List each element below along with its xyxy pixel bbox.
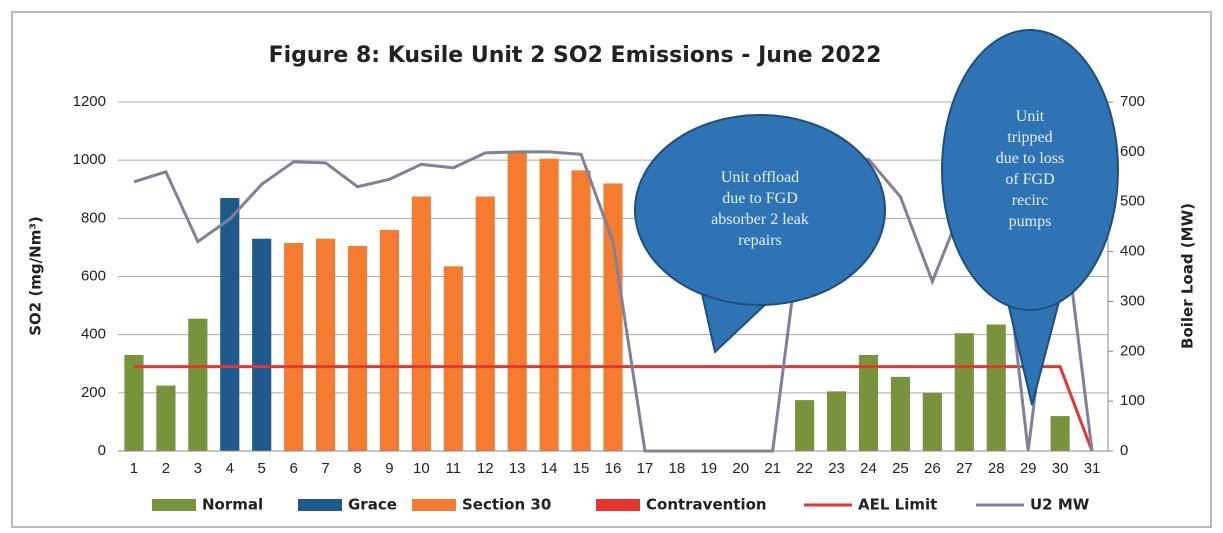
x-tick-label: 25 <box>892 460 909 477</box>
bar <box>795 400 815 451</box>
bar <box>954 333 974 451</box>
bar <box>411 196 431 451</box>
bar <box>347 245 368 451</box>
bar <box>507 152 527 452</box>
x-tick-label: 27 <box>956 460 973 477</box>
x-tick-label: 8 <box>353 460 361 477</box>
legend-swatch <box>298 499 342 511</box>
callout-text: due to FGD <box>722 190 798 207</box>
bar <box>858 355 879 451</box>
y-tick-label: 400 <box>81 326 106 343</box>
y-tick-label: 800 <box>81 209 106 226</box>
y-tick-label: 200 <box>81 384 106 401</box>
x-tick-label: 29 <box>1020 460 1037 477</box>
bar <box>539 158 559 451</box>
callout-text: due to loss <box>996 150 1064 167</box>
x-tick-label: 23 <box>828 460 845 477</box>
chart-title: Figure 8: Kusile Unit 2 SO2 Emissions - … <box>269 43 882 68</box>
bar <box>124 355 144 451</box>
bar <box>252 238 272 451</box>
bar <box>156 385 176 451</box>
x-tick-label: 13 <box>509 460 526 477</box>
legend-swatch <box>152 499 196 511</box>
y-tick-label: 1200 <box>73 93 106 110</box>
x-tick-label: 7 <box>321 460 329 477</box>
legend-label: U2 MW <box>1030 496 1090 514</box>
callout-text: pumps <box>1009 213 1052 230</box>
legend-label: Normal <box>202 496 263 514</box>
x-tick-label: 18 <box>669 460 686 477</box>
x-tick-label: 10 <box>413 460 430 477</box>
x-tick-label: 31 <box>1084 460 1101 477</box>
y2-tick-label: 200 <box>1120 342 1145 359</box>
bar <box>220 197 240 451</box>
x-tick-label: 21 <box>764 460 781 477</box>
x-tick-label: 24 <box>860 460 877 477</box>
bar <box>890 376 910 451</box>
callout-bubble <box>941 29 1119 311</box>
x-tick-label: 16 <box>605 460 622 477</box>
callout-text: repairs <box>738 232 782 249</box>
x-tick-label: 20 <box>732 460 749 477</box>
x-tick-label: 3 <box>194 460 202 477</box>
line-series <box>133 150 1094 453</box>
legend-swatch <box>596 499 640 511</box>
legend-label: Section 30 <box>462 496 551 514</box>
bar <box>986 324 1006 451</box>
x-tick-label: 17 <box>637 460 654 477</box>
y2-tick-label: 0 <box>1120 442 1128 459</box>
y-tick-label: 0 <box>98 442 106 459</box>
x-tick-label: 6 <box>289 460 297 477</box>
bar <box>284 243 304 451</box>
callout-text: Unit offload <box>721 169 799 186</box>
bar <box>922 392 942 451</box>
x-tick-label: 1 <box>130 460 138 477</box>
x-tick-label: 14 <box>541 460 558 477</box>
x-tick-label: 4 <box>226 460 234 477</box>
bar <box>603 183 623 451</box>
x-tick-label: 19 <box>700 460 717 477</box>
bar <box>826 391 847 451</box>
x-tick-label: 11 <box>446 460 462 477</box>
legend-label: AEL Limit <box>858 496 937 514</box>
y-axis-title: SO2 (mg/Nm³) <box>27 216 45 336</box>
x-tick-label: 12 <box>477 460 494 477</box>
x-tick-label: 15 <box>573 460 590 477</box>
bar <box>316 238 336 451</box>
y2-axis-title: Boiler Load (MW) <box>1179 203 1197 349</box>
bar <box>443 266 463 451</box>
y2-tick-label: 700 <box>1120 93 1145 110</box>
y-tick-label: 600 <box>81 267 106 284</box>
legend-label: Grace <box>348 496 397 514</box>
bar <box>379 229 400 451</box>
callout-bubble <box>634 114 886 306</box>
line-series <box>133 365 1094 452</box>
bar <box>1050 416 1070 451</box>
x-tick-label: 9 <box>385 460 393 477</box>
x-tick-label: 2 <box>162 460 170 477</box>
callout-text: tripped <box>1007 129 1052 146</box>
bar <box>571 170 591 452</box>
legend-label: Contravention <box>646 496 767 514</box>
y2-tick-label: 300 <box>1120 292 1145 309</box>
callout-text: Unit <box>1016 108 1045 125</box>
y2-tick-label: 500 <box>1120 193 1145 210</box>
bar <box>475 196 495 451</box>
x-tick-label: 22 <box>796 460 813 477</box>
y2-tick-label: 400 <box>1120 243 1145 260</box>
bar <box>188 318 208 451</box>
legend-swatch <box>412 499 456 511</box>
callout-text: absorber 2 leak <box>711 211 809 228</box>
x-tick-label: 28 <box>988 460 1005 477</box>
y2-tick-label: 100 <box>1120 392 1145 409</box>
x-tick-label: 30 <box>1052 460 1069 477</box>
callout-text: recirc <box>1012 192 1048 209</box>
callout-text: of FGD <box>1005 171 1054 188</box>
y-tick-label: 1000 <box>73 151 106 168</box>
x-tick-label: 26 <box>924 460 941 477</box>
x-tick-label: 5 <box>258 460 266 477</box>
y2-tick-label: 600 <box>1120 143 1145 160</box>
